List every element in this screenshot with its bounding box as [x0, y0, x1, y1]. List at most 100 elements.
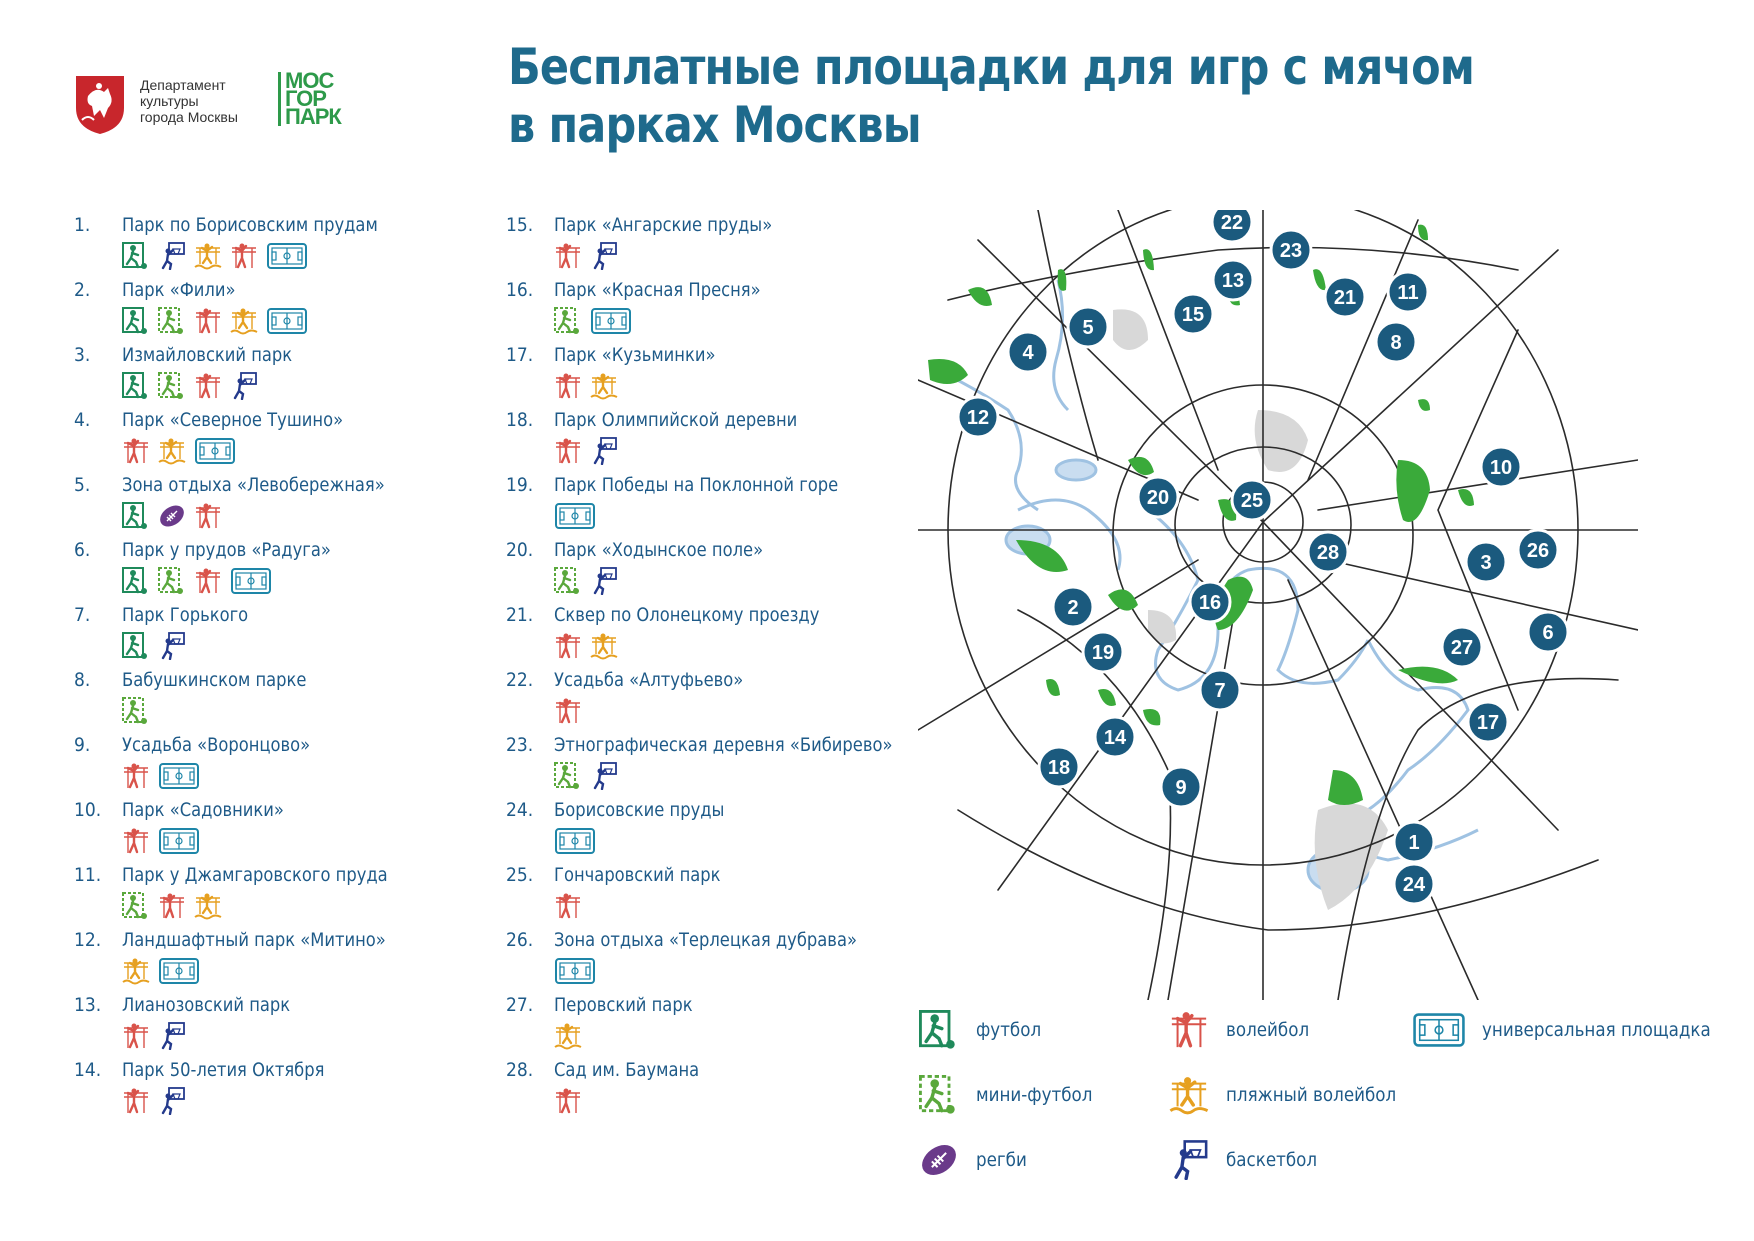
- marker-label: 22: [1221, 212, 1243, 234]
- park-marker[interactable]: 27: [1440, 625, 1484, 669]
- park-facility-icons: [554, 502, 596, 530]
- marker-circle: [1374, 320, 1418, 364]
- park-marker[interactable]: 23: [1269, 228, 1313, 272]
- park-number: 13.: [74, 994, 102, 1016]
- minifootball-icon: [122, 892, 150, 920]
- marker-circle: [1269, 228, 1313, 272]
- marker-circle: [1171, 292, 1215, 336]
- basketball-icon: [590, 762, 618, 790]
- park-marker[interactable]: 10: [1479, 445, 1523, 489]
- park-marker[interactable]: 7: [1198, 668, 1242, 712]
- page-title: Бесплатные площадки для игр с мячом в па…: [508, 38, 1475, 154]
- park-number: 22.: [506, 669, 534, 691]
- marker-label: 5: [1082, 317, 1093, 339]
- park-number: 9.: [74, 734, 91, 756]
- basketball-icon: [590, 437, 618, 465]
- volleyball-icon: [1168, 1010, 1210, 1050]
- park-marker[interactable]: 11: [1386, 270, 1430, 314]
- universal-icon: [1412, 1010, 1466, 1050]
- park-number: 26.: [506, 929, 534, 951]
- park-marker[interactable]: 1: [1392, 820, 1436, 864]
- park-marker[interactable]: 18: [1037, 745, 1081, 789]
- park-name: Парк по Борисовским прудам: [122, 214, 378, 236]
- moscow-emblem-logo: [74, 74, 126, 136]
- legend-item-minifootball: мини-футбол: [918, 1075, 1108, 1115]
- legend-label: мини-футбол: [976, 1084, 1093, 1106]
- park-marker[interactable]: 24: [1392, 862, 1436, 906]
- park-marker[interactable]: 5: [1066, 305, 1110, 349]
- park-marker[interactable]: 22: [1210, 210, 1254, 244]
- park-marker[interactable]: 21: [1323, 275, 1367, 319]
- park-marker[interactable]: 3: [1464, 540, 1508, 584]
- minifootball-icon: [554, 307, 582, 335]
- dept-line: Департамент: [140, 77, 226, 93]
- brand-line: ПАРК: [285, 104, 342, 129]
- minifootball-icon: [554, 567, 582, 595]
- park-name: Борисовские пруды: [554, 799, 725, 821]
- park-marker[interactable]: 4: [1006, 330, 1050, 374]
- park-name: Сад им. Баумана: [554, 1059, 700, 1081]
- park-marker[interactable]: 12: [956, 395, 1000, 439]
- title-line: Бесплатные площадки для игр с мячом: [508, 38, 1475, 96]
- dept-line: культуры: [140, 93, 199, 109]
- park-facility-icons: [554, 242, 618, 270]
- park-marker[interactable]: 15: [1171, 292, 1215, 336]
- park-marker[interactable]: 17: [1466, 700, 1510, 744]
- park-name: Парк «Ходынское поле»: [554, 539, 764, 561]
- park-facility-icons: [122, 762, 200, 790]
- park-marker[interactable]: 9: [1159, 765, 1203, 809]
- marker-circle: [1230, 478, 1274, 522]
- park-number: 15.: [506, 214, 534, 236]
- park-marker[interactable]: 20: [1136, 475, 1180, 519]
- park-marker[interactable]: 25: [1230, 478, 1274, 522]
- beachvolleyball-icon: [158, 437, 186, 465]
- park-marker[interactable]: 2: [1051, 585, 1095, 629]
- park-marker[interactable]: 19: [1081, 630, 1125, 674]
- park-number: 7.: [74, 604, 91, 626]
- park-marker[interactable]: 26: [1516, 528, 1560, 572]
- volleyball-icon: [230, 242, 258, 270]
- park-marker[interactable]: 13: [1211, 258, 1255, 302]
- park-name: Парк «Северное Тушино»: [122, 409, 344, 431]
- park-name: Парк у Джамгаровского пруда: [122, 864, 388, 886]
- park-facility-icons: [122, 372, 258, 400]
- park-marker[interactable]: 28: [1306, 530, 1350, 574]
- marker-label: 10: [1490, 457, 1512, 479]
- volleyball-icon: [554, 892, 582, 920]
- park-marker[interactable]: 6: [1526, 610, 1570, 654]
- mosgorpark-logo: МОС ГОР ПАРК: [278, 70, 342, 129]
- park-name: Парк «Фили»: [122, 279, 236, 301]
- rugby-icon: [158, 502, 186, 530]
- marker-circle: [1440, 625, 1484, 669]
- park-marker[interactable]: 8: [1374, 320, 1418, 364]
- park-name: Ландшафтный парк «Митино»: [122, 929, 386, 951]
- beachvolleyball-icon: [194, 892, 222, 920]
- park-marker[interactable]: 14: [1093, 715, 1137, 759]
- park-number: 21.: [506, 604, 534, 626]
- park-number: 11.: [74, 864, 102, 886]
- park-facility-icons: [122, 827, 200, 855]
- park-name: Сквер по Олонецкому проезду: [554, 604, 820, 626]
- map-industrial-zones: [1113, 309, 1388, 910]
- volleyball-icon: [194, 372, 222, 400]
- marker-circle: [1306, 530, 1350, 574]
- park-name: Парк Победы на Поклонной горе: [554, 474, 839, 496]
- dept-line: города Москвы: [140, 109, 238, 125]
- basketball-icon: [158, 1022, 186, 1050]
- marker-circle: [1037, 745, 1081, 789]
- park-marker[interactable]: 16: [1188, 580, 1232, 624]
- park-name: Зона отдыха «Терлецкая дубрава»: [554, 929, 857, 951]
- marker-circle: [1066, 305, 1110, 349]
- marker-circle: [1210, 210, 1254, 244]
- park-facility-icons: [554, 957, 596, 985]
- park-number: 14.: [74, 1059, 102, 1081]
- park-facility-icons: [122, 697, 150, 725]
- park-facility-icons: [122, 502, 222, 530]
- universal-icon: [266, 242, 308, 270]
- rugby-icon: [918, 1140, 960, 1180]
- marker-circle: [1466, 700, 1510, 744]
- marker-label: 8: [1390, 332, 1401, 354]
- marker-label: 19: [1092, 642, 1114, 664]
- basketball-icon: [590, 567, 618, 595]
